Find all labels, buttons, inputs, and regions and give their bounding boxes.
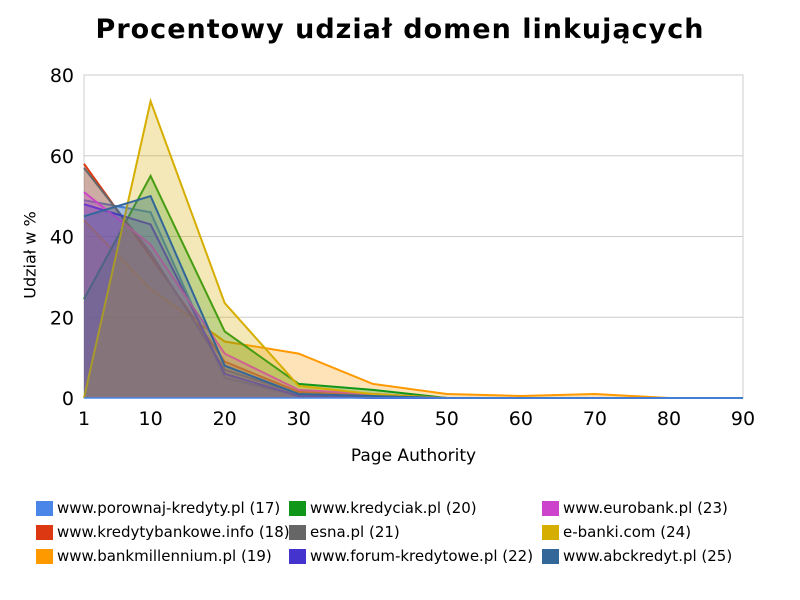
legend-item: www.abckredyt.pl (25): [542, 546, 732, 566]
series-area: [84, 163, 743, 398]
legend-item: www.eurobank.pl (23): [542, 498, 728, 518]
x-tick-label: 50: [435, 408, 459, 430]
y-tick-label: 0: [62, 388, 74, 410]
legend-label: www.kredytybankowe.info (18): [57, 523, 290, 541]
x-tick-label: 30: [287, 408, 311, 430]
x-tick-label: 10: [139, 408, 163, 430]
legend-item: www.porownaj-kredyty.pl (17): [36, 498, 280, 518]
legend-label: esna.pl (21): [310, 523, 400, 541]
legend-label: www.forum-kredytowe.pl (22): [310, 547, 534, 565]
series-area: [84, 220, 743, 398]
y-tick-label: 20: [50, 307, 74, 329]
x-tick-label: 90: [731, 408, 755, 430]
series-area: [84, 192, 743, 398]
y-tick-label: 60: [50, 146, 74, 168]
legend-swatch: [36, 500, 53, 516]
series-area: [84, 167, 743, 398]
series-area: [84, 200, 743, 398]
series-line: [83, 219, 743, 399]
legend-label: e-banki.com (24): [563, 523, 692, 541]
legend-item: e-banki.com (24): [542, 522, 691, 542]
x-tick-label: 20: [213, 408, 237, 430]
legend-swatch: [289, 500, 306, 516]
series-area: [84, 101, 743, 398]
legend-label: www.bankmillennium.pl (19): [57, 547, 272, 565]
legend-item: www.forum-kredytowe.pl (22): [289, 546, 533, 566]
legend-swatch: [36, 548, 53, 564]
legend-label: www.porownaj-kredyty.pl (17): [57, 499, 281, 517]
legend-item: www.bankmillennium.pl (19): [36, 546, 272, 566]
legend-item: esna.pl (21): [289, 522, 400, 542]
legend-label: www.eurobank.pl (23): [563, 499, 728, 517]
x-tick-label: 40: [361, 408, 385, 430]
series-area: [84, 175, 743, 398]
y-axis-label: Udział w %: [20, 211, 40, 299]
x-axis-label: Page Authority: [350, 446, 477, 466]
legend-swatch: [289, 524, 306, 540]
y-tick-label: 40: [50, 227, 74, 249]
series-area: [84, 204, 743, 398]
y-tick-label: 80: [50, 65, 74, 87]
legend-label: www.kredyciak.pl (20): [310, 499, 477, 517]
series-area: [84, 196, 743, 398]
x-tick-label: 60: [509, 408, 533, 430]
legend-item: www.kredytybankowe.info (18): [36, 522, 290, 542]
legend-swatch: [542, 548, 559, 564]
legend-swatch: [542, 524, 559, 540]
legend-swatch: [542, 500, 559, 516]
x-tick-label: 70: [583, 408, 607, 430]
x-tick-label: 1: [78, 408, 90, 430]
chart-title: Procentowy udział domen linkujących: [95, 14, 705, 45]
legend-label: www.abckredyt.pl (25): [563, 547, 733, 565]
legend-item: www.kredyciak.pl (20): [289, 498, 477, 518]
x-tick-label: 80: [657, 408, 681, 430]
legend-swatch: [36, 524, 53, 540]
legend-swatch: [289, 548, 306, 564]
